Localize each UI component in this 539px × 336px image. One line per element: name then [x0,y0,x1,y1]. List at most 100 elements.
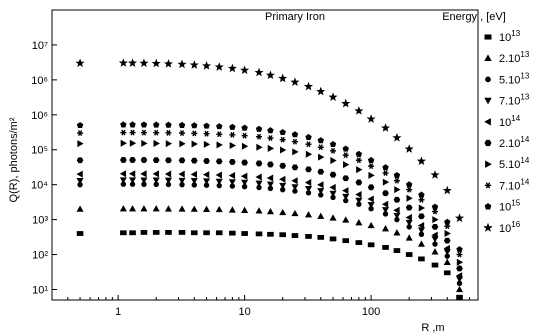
data-points [75,58,465,300]
data-point-series-8 [367,156,375,163]
y-tick-label: 10¹ [32,284,48,296]
data-point-series-6 [292,148,299,156]
legend-title: Energy , [eV] [442,11,506,23]
data-point-series-7 [418,196,425,203]
data-point-series-3 [228,179,236,186]
data-point-series-6 [256,143,263,151]
data-point-series-6 [216,141,223,149]
data-point-series-1 [178,205,186,212]
data-point-series-4 [342,187,349,195]
data-point-series-7 [129,129,136,136]
data-point-series-7 [330,147,337,154]
data-point-series-0 [342,238,350,244]
data-point-series-1 [266,207,274,215]
data-point-series-9 [316,86,326,96]
data-point-series-1 [241,206,249,213]
data-point-series-3 [382,207,390,214]
data-point-series-0 [456,294,463,300]
data-point-series-4 [279,175,286,183]
data-point-series-0 [120,230,127,236]
legend-entry: 5.1013 [499,71,530,86]
data-point-series-1 [382,225,390,232]
data-point-series-3 [405,219,413,227]
data-point-series-7 [393,177,400,184]
data-point-series-1 [393,229,401,236]
legend: Energy , [eV] 1013 2.1013 5.1013 7.1013 1014… [442,11,530,235]
data-point-series-0 [291,233,299,238]
data-point-series-8 [140,121,148,128]
data-point-series-6 [432,216,439,224]
legend-marker [484,203,492,210]
data-point-series-7 [317,144,324,151]
data-point-series-8 [342,145,349,152]
data-point-series-3 [140,177,148,184]
data-point-series-0 [255,231,263,237]
data-point-series-3 [129,177,137,184]
legend-entry: 1013 [499,29,521,44]
data-point-series-7 [216,131,223,138]
data-point-series-6 [394,186,401,194]
data-point-series-3 [317,188,325,195]
data-point-series-7 [77,130,84,137]
data-point-series-3 [279,182,287,190]
legend-marker [483,222,493,232]
data-point-series-4 [417,221,425,229]
data-point-series-3 [266,181,274,188]
data-point-series-6 [179,140,186,148]
data-point-series-7 [229,131,236,138]
legend-marker [485,160,492,168]
data-point-series-5 [418,213,425,220]
data-point-series-8 [267,127,274,134]
data-point-series-1 [443,258,451,266]
data-point-series-8 [291,131,299,138]
data-point-series-4 [329,183,336,191]
data-point-series-4 [405,213,412,221]
data-point-series-7 [241,132,248,139]
data-point-series-9 [366,114,376,123]
data-point-series-6 [241,142,249,150]
data-point-series-6 [406,194,413,202]
data-point-series-9 [341,98,351,108]
data-point-series-9 [139,58,149,68]
data-point-series-5 [229,159,236,165]
data-point-series-9 [214,62,224,71]
data-point-series-7 [279,136,286,143]
data-point-series-9 [354,106,364,115]
data-point-series-0 [355,240,363,245]
data-point-series-1 [291,209,299,217]
data-point-series-3 [152,177,160,184]
data-point-series-0 [129,230,136,236]
data-point-series-6 [77,140,84,148]
axes [51,9,479,301]
data-point-series-3 [305,186,313,193]
data-point-series-0 [152,230,160,235]
data-point-series-3 [164,177,172,184]
data-point-series-5 [317,168,325,175]
data-point-series-8 [229,123,236,130]
data-point-series-5 [456,265,463,272]
data-point-series-1 [140,205,148,212]
data-point-series-7 [140,129,147,136]
data-point-series-1 [279,208,287,216]
data-point-series-6 [165,140,173,148]
data-point-series-8 [191,122,198,129]
data-point-series-5 [291,164,299,171]
data-point-series-1 [228,206,236,213]
y-tick-label: 10⁴ [31,180,48,192]
data-point-series-5 [329,171,337,178]
legend-marker [484,97,492,105]
data-point-series-3 [367,202,375,209]
data-point-series-5 [279,162,287,169]
x-tick-label: 100 [362,306,380,318]
legend-entry: 2.1013 [499,50,530,65]
data-point-series-4 [317,181,324,189]
data-point-series-8 [279,128,286,136]
data-point-series-9 [278,73,288,83]
data-point-series-3 [178,177,186,185]
data-point-series-5 [367,184,375,191]
data-point-series-9 [151,58,161,68]
data-point-series-6 [267,144,275,152]
data-point-series-6 [279,146,287,154]
data-point-series-3 [241,179,249,187]
data-point-series-5 [190,157,198,164]
